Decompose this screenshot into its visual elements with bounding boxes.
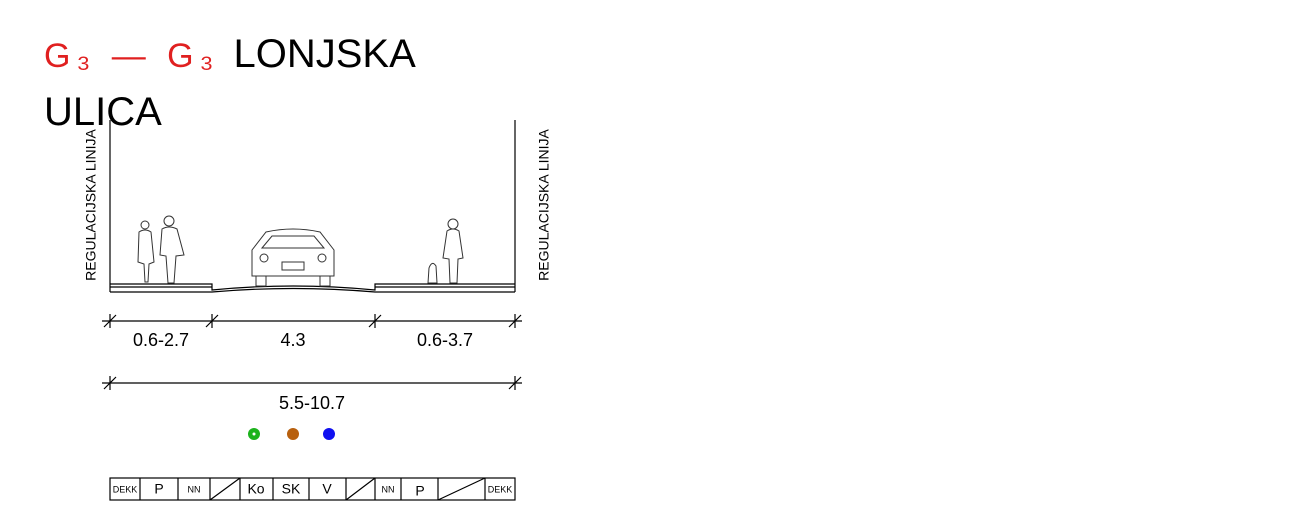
surface xyxy=(110,283,515,291)
utility-dot xyxy=(287,428,299,440)
side-label: REGULACIJSKA LINIJA xyxy=(536,128,552,280)
side-label: REGULACIJSKA LINIJA xyxy=(83,128,99,280)
table-cell: P xyxy=(154,481,163,497)
table-cell: Ko xyxy=(247,481,264,497)
dimension-ticks xyxy=(103,376,522,390)
table-cell: NN xyxy=(382,484,395,494)
table-cell: DEKK xyxy=(488,484,513,494)
header: G₃ — G₃ LONJSKA ULICA xyxy=(44,26,464,140)
total-width: 5.5-10.7 xyxy=(279,393,345,413)
dimension-ticks xyxy=(103,314,522,328)
surface xyxy=(110,286,515,293)
pedestrians xyxy=(137,215,464,284)
table-cell: NN xyxy=(188,484,201,494)
section-code: G₃ — G₃ xyxy=(44,37,220,75)
dimension-label: 0.6-3.7 xyxy=(417,330,473,350)
utility-table: DEKK P NN Ko SK V NN P DEKK xyxy=(109,477,516,501)
table-cell: V xyxy=(322,481,332,497)
car xyxy=(251,228,335,287)
dimension-label: 4.3 xyxy=(280,330,305,350)
utility-dot xyxy=(252,432,256,436)
dimension-label: 0.6-2.7 xyxy=(133,330,189,350)
street-title: LONJSKA ULICA xyxy=(44,32,414,134)
utility-dot xyxy=(323,428,335,440)
table-cell: DEKK xyxy=(113,484,138,494)
table-cell: P xyxy=(415,483,424,499)
table-cell: SK xyxy=(282,481,301,497)
